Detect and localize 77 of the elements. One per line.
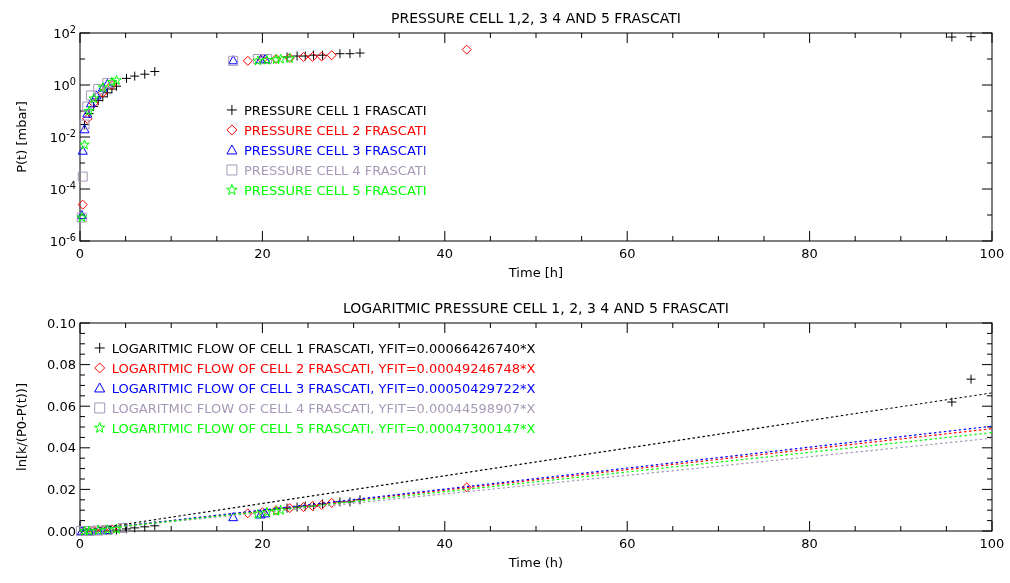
y-tick-label: 10$^{0}$ xyxy=(53,75,76,93)
x-tick-label: 80 xyxy=(801,536,818,551)
y-tick-label: 10$^{-4}$ xyxy=(49,179,76,197)
point xyxy=(77,171,88,182)
point xyxy=(129,522,140,533)
x-axis-title: Time [h] xyxy=(507,265,564,280)
x-tick-label: 0 xyxy=(75,246,85,261)
point xyxy=(79,139,90,150)
y-axis-title: ln[k/(P0-P(t))] xyxy=(14,383,29,471)
y-axis-title: P(t) [mbar] xyxy=(14,101,29,173)
x-tick-label: 40 xyxy=(436,536,454,551)
point xyxy=(326,50,337,61)
y-tick-label: 0.04 xyxy=(47,440,76,456)
point xyxy=(344,496,355,507)
legend-label: LOGARITMIC FLOW OF CELL 3 FRASCATI, YFIT=0.00050429722*X xyxy=(111,380,536,396)
point xyxy=(97,87,108,98)
point xyxy=(121,523,132,534)
point xyxy=(139,69,150,80)
x-tick-label: 60 xyxy=(618,536,636,551)
point xyxy=(354,48,365,59)
y-tick-label: 0.10 xyxy=(47,315,76,331)
y-tick-label: 0.06 xyxy=(47,398,76,414)
point xyxy=(106,80,117,90)
point xyxy=(275,504,286,515)
y-tick-label: 10$^{2}$ xyxy=(53,23,76,41)
point xyxy=(946,397,957,408)
point xyxy=(354,494,365,505)
point xyxy=(106,76,118,87)
point xyxy=(129,71,140,82)
x-tick-label: 20 xyxy=(254,246,271,261)
legend-label: LOGARITMIC FLOW OF CELL 4 FRASCATI, YFIT=0.00044598907*X xyxy=(111,400,536,416)
point xyxy=(292,51,303,62)
legend-label: PRESSURE CELL 1 FRASCATI xyxy=(243,102,427,118)
point xyxy=(117,522,128,533)
legend-label: PRESSURE CELL 4 FRASCATI xyxy=(243,162,427,178)
point xyxy=(242,508,253,519)
point xyxy=(149,66,160,77)
point xyxy=(77,199,88,210)
x-tick-label: 80 xyxy=(801,246,818,261)
point xyxy=(93,84,104,95)
legend-label: PRESSURE CELL 5 FRASCATI xyxy=(243,182,427,198)
point xyxy=(275,53,286,64)
point xyxy=(334,48,345,59)
point xyxy=(461,44,472,55)
point xyxy=(461,482,472,493)
x-tick-label: 20 xyxy=(254,536,271,551)
chart-title: LOGARITMIC PRESSURE CELL 1, 2, 3 4 AND 5 FRASCATI xyxy=(343,300,729,316)
y-tick-label: 0.00 xyxy=(47,523,76,539)
legend-label: LOGARITMIC FLOW OF CELL 1 FRASCATI, YFIT=0.00066426740*X xyxy=(111,340,536,356)
legend-label: PRESSURE CELL 3 FRASCATI xyxy=(243,142,427,158)
point xyxy=(91,90,102,100)
point xyxy=(228,512,239,522)
x-tick-label: 40 xyxy=(436,246,454,261)
x-axis-title: Time (h) xyxy=(507,555,564,570)
point xyxy=(111,74,122,85)
y-tick-label: 10$^{-2}$ xyxy=(49,127,76,145)
x-tick-label: 0 xyxy=(75,536,85,551)
point xyxy=(344,48,355,59)
y-tick-label: 0.08 xyxy=(47,357,76,373)
point xyxy=(242,55,253,66)
y-tick-label: 0.02 xyxy=(47,481,76,497)
point xyxy=(82,101,93,112)
y-tick-label: 10$^{-6}$ xyxy=(49,231,76,249)
point xyxy=(82,113,93,124)
legend-label: PRESSURE CELL 2 FRASCATI xyxy=(243,122,427,138)
legend-label: LOGARITMIC FLOW OF CELL 2 FRASCATI, YFIT=0.00049246748*X xyxy=(111,360,536,376)
x-tick-label: 60 xyxy=(618,246,636,261)
point xyxy=(946,32,957,43)
x-tick-label: 100 xyxy=(979,536,1005,551)
chart-title: PRESSURE CELL 1,2, 3 4 AND 5 FRASCATI xyxy=(391,10,681,26)
point xyxy=(966,374,977,385)
point xyxy=(966,31,977,42)
point xyxy=(79,124,90,134)
point xyxy=(326,497,337,508)
legend-label: LOGARITMIC FLOW OF CELL 5 FRASCATI, YFIT=0.00047300147*X xyxy=(111,420,536,436)
x-tick-label: 100 xyxy=(979,246,1005,261)
point xyxy=(77,145,88,155)
